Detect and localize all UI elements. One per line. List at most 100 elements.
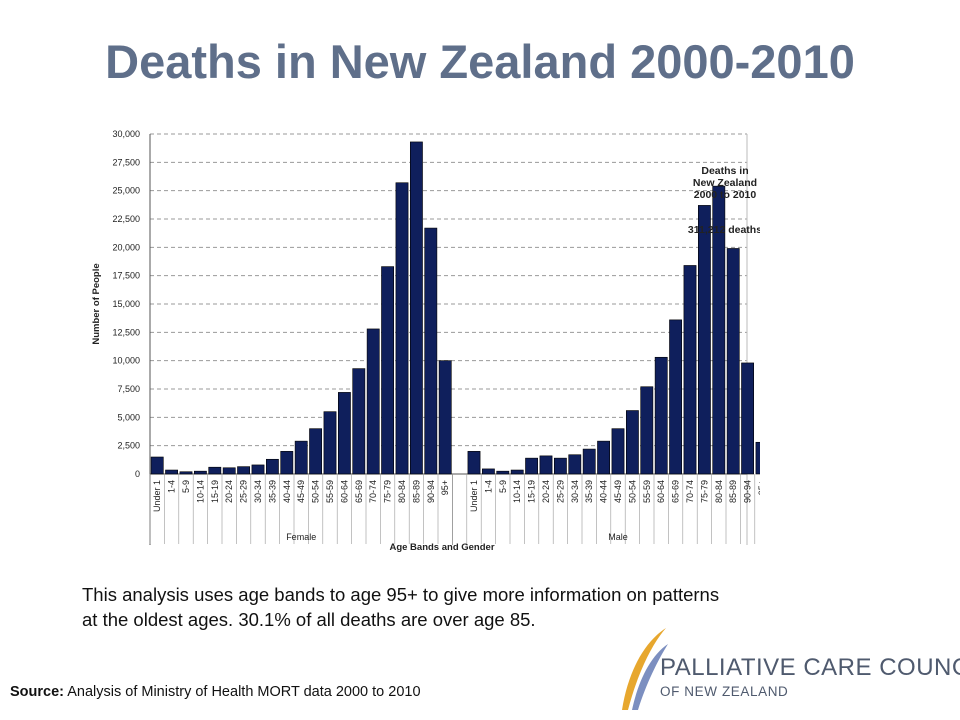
slide-title: Deaths in New Zealand 2000-2010 (105, 35, 855, 88)
x-tick-label: 30-34 (253, 480, 263, 503)
x-tick-label: 65-69 (671, 480, 681, 503)
bar-female (424, 227, 438, 475)
bar-female (366, 328, 380, 475)
x-tick-label: 5-9 (498, 480, 508, 493)
x-tick-label: 60-64 (339, 480, 349, 503)
x-tick-label: 90-94 (743, 480, 753, 503)
bar-male (654, 356, 668, 475)
bar-male (625, 410, 639, 475)
y-axis-label: Number of People (91, 263, 102, 344)
x-tick-label: 20-24 (224, 480, 234, 503)
logo-line-2: OF NEW ZEALAND (660, 684, 789, 699)
logo-swoosh-icon (622, 628, 668, 710)
bar-male (539, 455, 553, 475)
bar-male (467, 451, 481, 475)
annotation-total: 311,212 deaths (688, 224, 760, 236)
x-tick-label: 50-54 (311, 480, 321, 503)
bar-female (179, 471, 193, 475)
y-tick-label: 2,500 (117, 441, 140, 451)
x-tick-label: 15-19 (527, 480, 537, 503)
bar-male (712, 185, 726, 475)
x-tick-label: 40-44 (599, 480, 609, 503)
bar-female (150, 456, 164, 475)
group-label-male: Male (608, 532, 628, 542)
bar-male (697, 205, 711, 475)
bar-male (755, 441, 760, 475)
x-tick-label: 1-4 (483, 480, 493, 493)
y-tick-label: 7,500 (117, 384, 140, 394)
bar-female (294, 440, 308, 475)
bar-male (481, 468, 495, 475)
x-tick-label: 85-89 (411, 480, 421, 503)
y-tick-label: 22,500 (112, 214, 140, 224)
bar-female (409, 141, 423, 475)
x-tick-label: 20-24 (541, 480, 551, 503)
logo-line-1: PALLIATIVE CARE COUNCIL (660, 654, 960, 682)
x-tick-label: 10-14 (195, 480, 205, 503)
source-text: Analysis of Ministry of Health MORT data… (64, 684, 421, 700)
bar-female (352, 368, 366, 475)
bar-male (568, 454, 582, 475)
x-tick-label: 80-84 (714, 480, 724, 503)
bar-male (611, 428, 625, 475)
bar-female (280, 451, 294, 475)
bar-female (251, 464, 265, 475)
y-tick-label: 17,500 (112, 271, 140, 281)
bar-female (165, 469, 178, 475)
source-note: Source: Analysis of Ministry of Health M… (10, 684, 421, 700)
bar-female (194, 470, 207, 475)
x-axis-label: Age Bands and Gender (389, 542, 494, 553)
bar-male (741, 362, 754, 475)
bar-male (683, 265, 697, 475)
y-tick-label: 15,000 (112, 299, 140, 309)
x-tick-label: 85-89 (728, 480, 738, 503)
bar-female (237, 466, 250, 475)
x-tick-label: 10-14 (512, 480, 522, 503)
x-tick-label: 55-59 (325, 480, 335, 503)
x-tick-label: 75-79 (383, 480, 393, 503)
bar-male (582, 448, 596, 475)
x-tick-label: 25-29 (239, 480, 249, 503)
x-tick-label: 5-9 (181, 480, 191, 493)
y-tick-label: 5,000 (117, 412, 140, 422)
x-tick-label: 30-34 (570, 480, 580, 503)
x-tick-label: 95+ (440, 480, 450, 495)
bar-male (640, 386, 654, 475)
y-tick-label: 27,500 (112, 157, 140, 167)
x-tick-label: 60-64 (656, 480, 666, 503)
x-tick-label: 40-44 (282, 480, 292, 503)
bar-female (395, 182, 409, 475)
caption: This analysis uses age bands to age 95+ … (82, 582, 922, 632)
caption-line-2: at the oldest ages. 30.1% of all deaths … (82, 609, 536, 630)
x-tick-label: 70-74 (368, 480, 378, 503)
x-tick-label: 35-39 (584, 480, 594, 503)
y-tick-label: 25,000 (112, 186, 140, 196)
logo-word-care-council: CARE COUNCIL (803, 654, 960, 681)
x-tick-label: 65-69 (354, 480, 364, 503)
bar-female (323, 411, 337, 475)
x-tick-label: 1-4 (167, 480, 177, 493)
bar-male (726, 248, 740, 475)
bar-female (337, 392, 351, 475)
bar-female (208, 466, 222, 475)
bar-male (553, 457, 567, 475)
x-tick-label: 80-84 (397, 480, 407, 503)
y-tick-label: 30,000 (112, 129, 140, 139)
y-tick-label: 0 (135, 469, 140, 479)
source-label: Source: (10, 684, 64, 700)
x-tick-label: 55-59 (642, 480, 652, 503)
bar-male (496, 470, 510, 475)
palliative-care-council-logo: PALLIATIVE CARE COUNCIL OF NEW ZEALAND (618, 622, 960, 714)
x-tick-label: Under 1 (469, 480, 479, 512)
x-tick-label: 15-19 (210, 480, 220, 503)
group-label-female: Female (286, 532, 316, 542)
bar-female (381, 266, 394, 475)
x-tick-label: 25-29 (555, 480, 565, 503)
bar-female (309, 428, 322, 475)
logo-word-palliative: PALLIATIVE (660, 654, 797, 681)
x-tick-label: 75-79 (699, 480, 709, 503)
bar-female (222, 467, 236, 475)
y-tick-label: 10,000 (112, 356, 140, 366)
x-tick-label: 70-74 (685, 480, 695, 503)
x-tick-label: 50-54 (627, 480, 637, 503)
